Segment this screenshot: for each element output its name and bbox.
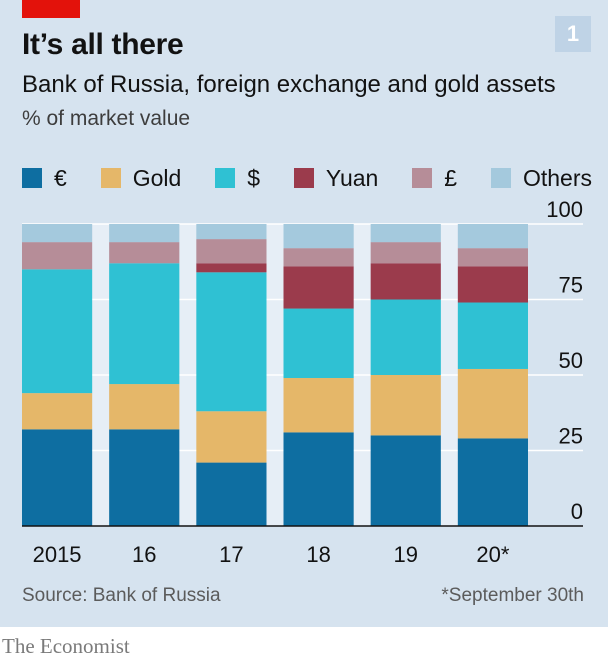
bar-segment	[370, 375, 441, 436]
bar-segment	[370, 299, 441, 375]
x-tick-label: 17	[219, 542, 243, 567]
legend-label: Others	[522, 164, 592, 191]
y-tick-label: 50	[559, 348, 583, 373]
bar-segment	[370, 224, 441, 243]
legend-label: £	[444, 164, 458, 191]
bar-segment	[283, 308, 354, 379]
bar-segment	[283, 248, 354, 267]
source-note: Source: Bank of Russia	[22, 585, 221, 606]
footnote: *September 30th	[441, 585, 584, 606]
legend-label: $	[247, 164, 260, 191]
bar-segment	[370, 242, 441, 264]
bar-segment	[457, 248, 528, 267]
bar-segment	[457, 438, 528, 526]
bar-segment	[22, 242, 93, 270]
stacked-bar-chart: 2015 16 17 18 19 20* 0 25 50 75 100	[22, 197, 583, 567]
chart-title: It’s all there	[22, 28, 184, 61]
x-tick-label: 2015	[33, 542, 82, 567]
y-tick-label: 25	[559, 424, 583, 449]
legend-item-yuan: Yuan	[293, 164, 379, 192]
bar-segment	[196, 224, 267, 240]
x-tick-label: 19	[394, 542, 418, 567]
bar-segment	[457, 368, 528, 439]
y-tick-label: 0	[571, 499, 583, 524]
bar-segment	[196, 272, 267, 412]
legend-swatch	[490, 168, 511, 188]
chart-units: % of market value	[22, 107, 191, 130]
bar-segment	[109, 242, 180, 264]
bar-segment	[22, 269, 93, 394]
bar-segment	[196, 239, 267, 264]
legend-item-gold: Gold	[100, 164, 182, 192]
legend-swatch	[293, 168, 314, 188]
legend-swatch	[412, 168, 433, 188]
brand-red-tab	[22, 0, 80, 18]
bar-segment	[196, 462, 267, 526]
y-tick-label: 100	[546, 197, 583, 222]
bar-segment	[109, 429, 180, 526]
legend: € Gold $ Yuan £ Others	[22, 164, 592, 192]
x-tick-label: 20*	[476, 542, 509, 567]
bar-segment	[457, 224, 528, 249]
chart-number-badge: 1	[555, 16, 591, 52]
bar-segment	[457, 302, 528, 369]
legend-label: Gold	[132, 164, 182, 191]
bar-segment	[109, 263, 180, 385]
legend-item-dollar: $	[215, 165, 260, 192]
legend-label: €	[54, 164, 67, 191]
bar-segment	[283, 224, 354, 249]
legend-swatch	[215, 168, 236, 188]
bar-segment	[109, 384, 180, 430]
bar-segment	[283, 378, 354, 433]
bar-segment	[370, 435, 441, 526]
x-tick-label: 18	[306, 542, 330, 567]
bar-segment	[22, 429, 93, 526]
legend-swatch	[100, 168, 121, 188]
legend-item-others: Others	[490, 164, 592, 192]
y-tick-label: 75	[559, 273, 583, 298]
bar-segment	[22, 393, 93, 430]
bar-segment	[283, 266, 354, 309]
bar-segment	[109, 224, 180, 243]
bar-segment	[283, 432, 354, 526]
bar-segment	[196, 411, 267, 463]
publisher-logo: The Economist	[2, 634, 130, 658]
bar-segment	[370, 263, 441, 300]
bar-segment	[457, 266, 528, 303]
legend-swatch	[22, 168, 42, 188]
x-tick-label: 16	[132, 542, 156, 567]
legend-item-euro: €	[22, 165, 67, 192]
bar-segment	[22, 224, 93, 243]
legend-item-pound: £	[412, 165, 457, 192]
legend-label: Yuan	[325, 164, 379, 191]
bar-segment	[196, 263, 267, 273]
chart-subtitle: Bank of Russia, foreign exchange and gol…	[22, 71, 556, 98]
chart-panel: It’s all there 1 Bank of Russia, foreign…	[0, 0, 608, 627]
